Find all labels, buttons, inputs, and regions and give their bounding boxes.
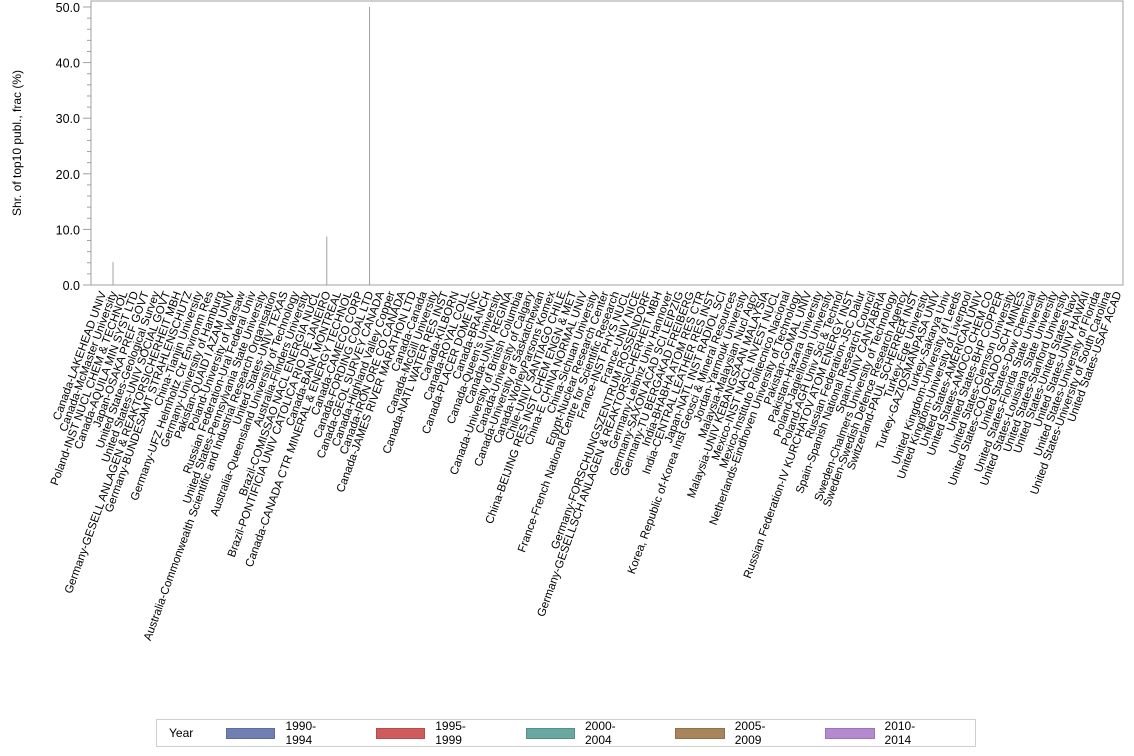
y-tick-label: 40.0 — [56, 57, 80, 71]
legend-item-2005-2009: 2005-2009 — [675, 719, 791, 747]
legend-label: 2000-2004 — [584, 719, 616, 747]
legend-title: Year — [169, 726, 194, 740]
legend-label: 1995-1999 — [435, 719, 466, 747]
y-tick-label: 0.0 — [63, 279, 80, 293]
legend-label: 2005-2009 — [734, 719, 766, 747]
y-tick-label: 50.0 — [56, 1, 80, 15]
legend-swatch — [825, 727, 875, 739]
y-tick-label: 30.0 — [56, 112, 80, 126]
y-tick-label: 20.0 — [56, 168, 80, 182]
legend: Year 1990-1994 1995-1999 2000-2004 2005-… — [156, 719, 976, 747]
y-axis: 0.0 10.0 20.0 30.0 40.0 50.0 — [56, 1, 91, 293]
legend-swatch — [525, 727, 575, 739]
y-axis-label: Shr. of top10 publ., frac (%) — [10, 70, 24, 216]
legend-item-2010-2014: 2010-2014 — [825, 719, 941, 747]
legend-item-2000-2004: 2000-2004 — [525, 719, 642, 747]
legend-swatch — [226, 727, 276, 739]
plot-area — [90, 0, 1124, 286]
legend-item-1995-1999: 1995-1999 — [375, 719, 492, 747]
legend-item-1990-1994: 1990-1994 — [226, 719, 342, 747]
legend-label: 1990-1994 — [285, 719, 317, 747]
legend-swatch — [375, 727, 426, 739]
y-tick-label: 10.0 — [56, 223, 80, 237]
legend-label: 2010-2014 — [884, 719, 916, 747]
legend-swatch — [675, 727, 725, 739]
bars — [112, 7, 371, 285]
